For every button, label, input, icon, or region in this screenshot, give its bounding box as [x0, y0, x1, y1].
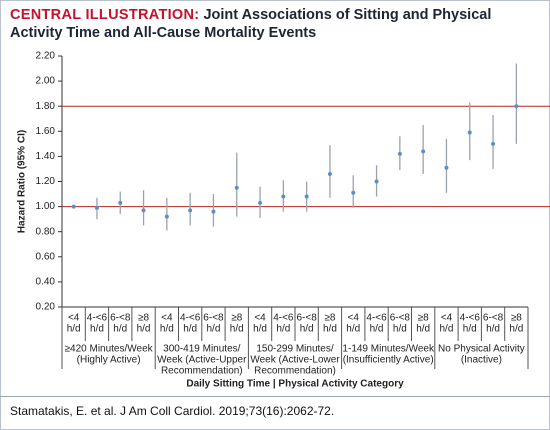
point [94, 205, 99, 210]
x-tick-unit: h/d [370, 324, 384, 335]
y-tick-label: 2.20 [36, 51, 56, 62]
point [514, 104, 519, 109]
point [351, 190, 356, 195]
group-label: Recommendation) [254, 366, 336, 377]
point [304, 194, 309, 199]
group-label: Week (Active-Lower [250, 355, 340, 366]
y-tick-label: 1.40 [36, 151, 56, 162]
x-tick-label: ≥8 [511, 313, 522, 324]
y-tick-label: 2.00 [36, 76, 56, 87]
y-tick-label: 1.80 [36, 101, 56, 112]
point [444, 165, 449, 170]
x-tick-unit: h/d [346, 324, 360, 335]
x-tick-label: <4 [348, 313, 360, 324]
point [234, 185, 239, 190]
x-tick-label: ≥8 [324, 313, 335, 324]
x-tick-unit: h/d [486, 324, 500, 335]
divider [0, 396, 550, 397]
x-tick-label: 6-<8 [110, 313, 131, 324]
x-tick-unit: h/d [253, 324, 267, 335]
point [141, 208, 146, 213]
x-tick-unit: h/d [439, 324, 453, 335]
x-tick-label: <4 [68, 313, 80, 324]
group-label: 150-299 Minutes/ [256, 344, 333, 355]
citation: Stamatakis, E. et al. J Am Coll Cardiol.… [10, 404, 335, 418]
point [164, 214, 169, 219]
x-axis-label: Daily Sitting Time | Physical Activity C… [186, 379, 404, 390]
y-tick-label: 0.80 [36, 226, 56, 237]
y-axis-label: Hazard Ratio (95% CI) [17, 130, 28, 233]
x-tick-unit: h/d [393, 324, 407, 335]
y-tick-label: 1.00 [36, 201, 56, 212]
y-tick-label: 0.60 [36, 251, 56, 262]
point [374, 179, 379, 184]
y-tick-label: 0.20 [36, 302, 56, 313]
x-tick-unit: h/d [509, 324, 523, 335]
group-label: Recommendation) [161, 366, 243, 377]
group-label: 1-149 Minutes/Week [342, 344, 435, 355]
x-tick-unit: h/d [90, 324, 104, 335]
x-tick-unit: h/d [183, 324, 197, 335]
x-tick-unit: h/d [137, 324, 151, 335]
y-tick-label: 1.20 [36, 176, 56, 187]
x-tick-label: 6-<8 [483, 313, 504, 324]
point [118, 200, 123, 205]
x-tick-label: ≥8 [418, 313, 429, 324]
illustration-label: CENTRAL ILLUSTRATION: [10, 7, 200, 23]
x-tick-unit: h/d [276, 324, 290, 335]
y-tick-label: 1.60 [36, 126, 56, 137]
x-tick-label: <4 [254, 313, 266, 324]
x-tick-label: <4 [161, 313, 173, 324]
x-tick-unit: h/d [113, 324, 127, 335]
group-label: 300-419 Minutes/ [163, 344, 240, 355]
x-tick-unit: h/d [160, 324, 174, 335]
x-tick-label: 6-<8 [390, 313, 411, 324]
x-tick-label: <4 [441, 313, 453, 324]
group-label: (Insufficiently Active) [343, 355, 434, 366]
point [397, 151, 402, 156]
group-label: Week (Active-Upper [157, 355, 247, 366]
x-tick-label: ≥8 [138, 313, 149, 324]
group-label: (Highly Active) [77, 355, 141, 366]
chart: 0.20 0.40 0.60 0.80 1.00 1.20 1.40 1.60 1.80 2.00… [17, 51, 550, 390]
group-label: (Inactive) [461, 355, 502, 366]
x-tick-unit: h/d [230, 324, 244, 335]
point [281, 194, 286, 199]
x-tick-unit: h/d [67, 324, 81, 335]
x-tick-label: 6-<8 [203, 313, 224, 324]
title-block: CENTRAL ILLUSTRATION: Joint Associations… [10, 6, 538, 42]
point [258, 200, 263, 205]
x-tick-label: 4-<6 [460, 313, 481, 324]
x-tick-label: 4-<6 [273, 313, 294, 324]
point [327, 171, 332, 176]
point [491, 141, 496, 146]
point [211, 209, 216, 214]
x-tick-unit: h/d [463, 324, 477, 335]
y-tick-label: 0.40 [36, 277, 56, 288]
point [421, 149, 426, 154]
x-tick-label: 4-<6 [87, 313, 108, 324]
x-tick-unit: h/d [323, 324, 337, 335]
x-tick-unit: h/d [416, 324, 430, 335]
point [71, 204, 76, 209]
x-tick-label: 6-<8 [297, 313, 318, 324]
x-tick-unit: h/d [300, 324, 314, 335]
x-tick-unit: h/d [206, 324, 220, 335]
x-tick-label: ≥8 [231, 313, 242, 324]
x-tick-label: 4-<6 [180, 313, 201, 324]
point [467, 130, 472, 135]
group-label: No Physical Activity [438, 344, 525, 355]
chart-title: Joint Associations of Sitting and Physic… [10, 7, 492, 41]
point [188, 208, 193, 213]
group-label: ≥420 Minutes/Week [65, 344, 154, 355]
x-tick-label: 4-<6 [366, 313, 387, 324]
